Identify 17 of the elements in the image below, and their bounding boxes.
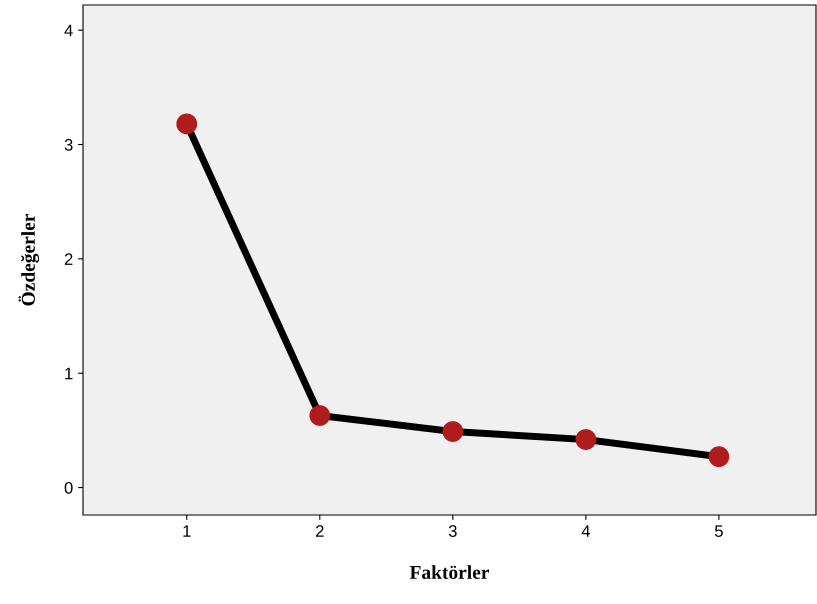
y-tick-label: 0 (64, 482, 73, 494)
x-tick-label: 4 (582, 525, 590, 537)
x-tick-label: 3 (448, 525, 457, 537)
x-axis-title: Faktörler (410, 565, 490, 579)
y-tick-label: 2 (64, 253, 72, 265)
point (708, 446, 730, 468)
x-tick-label: 5 (714, 525, 723, 537)
x-tick-label: 2 (316, 525, 324, 537)
y-tick-label: 4 (64, 24, 73, 36)
y-tick-label: 3 (64, 138, 73, 151)
y-tick-label: 1 (65, 368, 72, 380)
point (176, 114, 198, 134)
y-axis-title: Özdeğerler (18, 214, 40, 306)
x-tick-label: 1 (183, 525, 191, 537)
point (309, 405, 330, 426)
point (575, 429, 596, 450)
point (442, 421, 464, 442)
